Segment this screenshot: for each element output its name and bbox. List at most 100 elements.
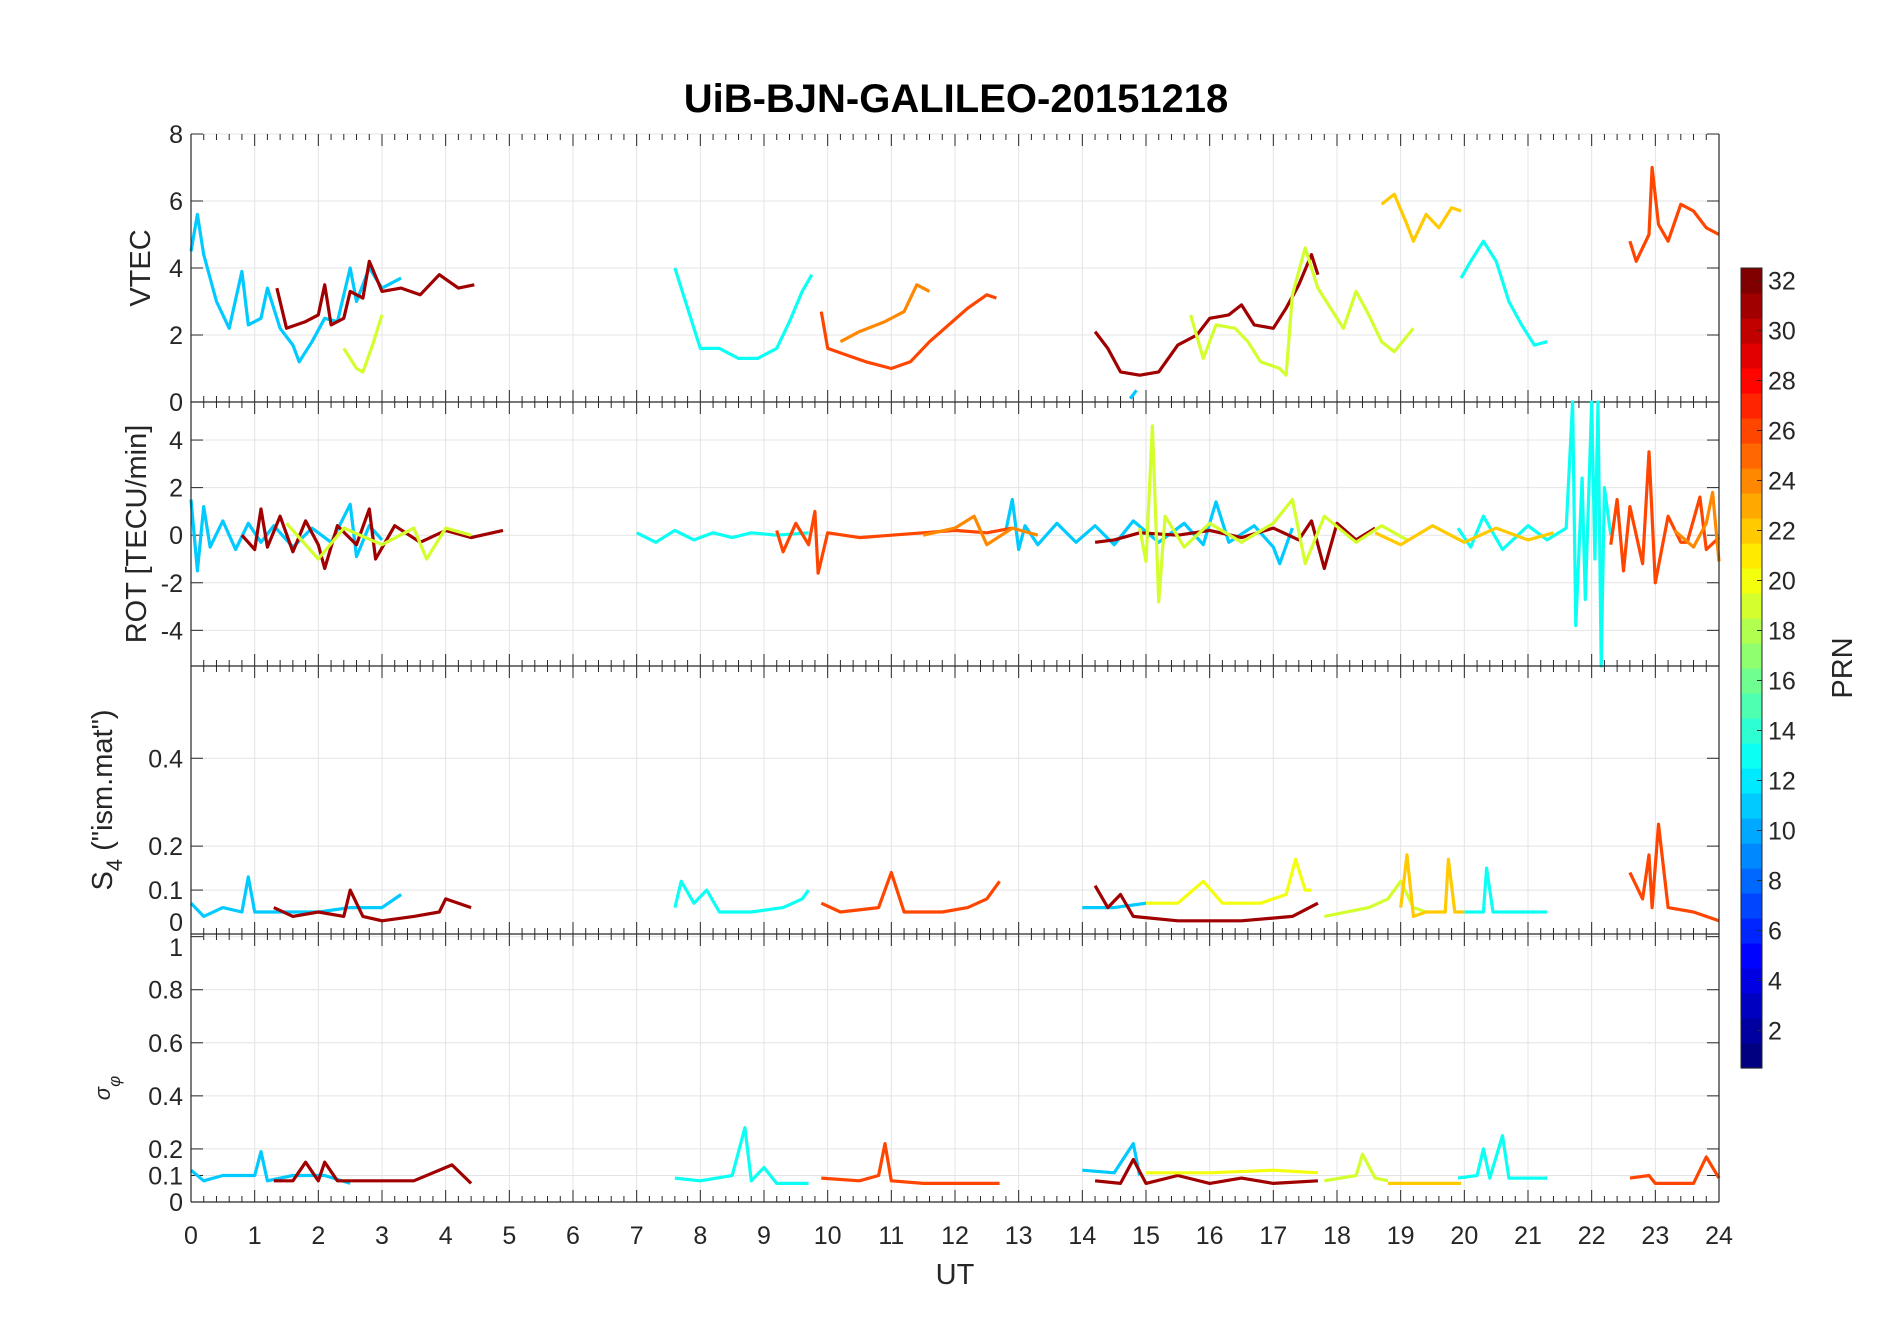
y-tick-label: 0.2 [148,1136,183,1164]
y-tick-label: 0 [169,909,183,937]
prn-13-rot-line [635,528,809,544]
y-label-subscript: 4 [102,859,127,871]
x-axis-label: UT [936,1259,975,1291]
colorbar-swatch [1741,393,1762,419]
x-tick-label: 0 [184,1222,198,1250]
colorbar-swatch [1741,343,1762,369]
prn-11-vtec-line [1128,389,1138,400]
prn-24-rot-line [1673,490,1721,562]
x-tick-label: 18 [1323,1222,1351,1250]
x-tick-label: 5 [502,1222,516,1250]
x-tick-label: 19 [1387,1222,1415,1250]
colorbar-tick-label: 28 [1768,368,1796,396]
prn-11-s4-line [189,875,403,919]
x-tick-label: 16 [1196,1222,1224,1250]
colorbar-tick-label: 16 [1768,668,1796,696]
colorbar-tick-label: 22 [1768,518,1796,546]
colorbar-swatch [1741,993,1762,1019]
panel-rot: -4 -2 0 2 4 ROT [TECU/min] [121,400,1721,668]
prn-31-s4-line [1093,884,1319,923]
colorbar-swatch [1741,868,1762,894]
colorbar-swatch [1741,668,1762,694]
prn-24-rot-line [922,514,1039,547]
prn-26-s4-line [1628,822,1720,923]
prn-19-s4-line [1323,879,1427,918]
colorbar-swatch [1741,918,1762,944]
prn-26-vtec-line [1628,165,1720,263]
prn-26-rot-line [775,509,1013,575]
colorbar-swatch [1741,893,1762,919]
colorbar-tick-label: 30 [1768,318,1796,346]
colorbar-swatch [1741,693,1762,719]
prn-22-rot-line [1374,524,1554,547]
prn-31-rot-line [240,507,504,571]
prn-26-s4-line [820,870,1001,914]
prn-20-s4-line [1146,857,1312,905]
series-group [189,1126,1721,1186]
colorbar-frame [1740,267,1763,1069]
colorbar-swatch [1741,968,1762,994]
colorbar-label: PRN [1827,637,1859,698]
colorbar-swatch [1741,718,1762,744]
colorbar-swatch [1741,768,1762,794]
colorbar-swatch [1741,293,1762,319]
y-tick-label: 0.4 [148,1083,183,1111]
prn-13-vtec-line [673,267,814,360]
colorbar-swatch [1741,618,1762,644]
y-tick-label: 1 [169,934,183,962]
y-tick-label: 0.1 [148,1162,183,1190]
prn-20-sigma-line [1146,1168,1318,1175]
prn-19-sigma-line [1324,1152,1389,1183]
prn-22-s4-line [1399,853,1465,919]
y-tick-label: 4 [169,427,183,455]
colorbar-tick-label: 2 [1768,1018,1782,1046]
prn-13-vtec-line [1459,239,1548,347]
y-tick-label: -4 [161,617,183,645]
x-tick-label: 14 [1068,1222,1096,1250]
colorbar-swatch [1741,443,1762,469]
x-tick-label: 7 [630,1222,644,1250]
y-tick-label: 6 [169,188,183,216]
series-group [189,400,1721,668]
colorbar-swatch [1741,743,1762,769]
colorbar-swatch [1741,468,1762,494]
y-tick-label: 0.2 [148,833,183,861]
colorbar-swatch [1741,1018,1762,1044]
colorbar-swatch [1741,368,1762,394]
prn-31-vtec-line [275,259,475,330]
prn-13-rot-line [1456,400,1613,668]
x-tick-label: 15 [1132,1222,1160,1250]
series-group [189,165,1720,400]
y-label-main: S [87,871,119,890]
y-label-rest: ("ism.mat") [87,709,119,858]
y-label-main: σ [90,1086,115,1100]
colorbar-tick-label: 8 [1768,868,1782,896]
prn-13-s4-line [1464,866,1548,914]
colorbar-swatch [1741,793,1762,819]
prn-22-vtec-line [1380,192,1462,243]
x-tick-label: 12 [941,1222,969,1250]
colorbar-tick-label: 26 [1768,418,1796,446]
colorbar-tick-label: 14 [1768,718,1796,746]
prn-11-vtec-line [189,212,402,364]
y-tick-label: 4 [169,255,183,283]
prn-26-rot-line [1609,450,1721,585]
chart-title: UiB-BJN-GALILEO-20151218 [684,77,1229,121]
x-tick-label: 4 [439,1222,453,1250]
prn-24-vtec-line [839,283,931,344]
x-tick-label: 3 [375,1222,389,1250]
prn-19-rot-line [1138,424,1408,604]
y-tick-label: -2 [161,570,183,598]
y-axis-label: VTEC [125,229,157,306]
prn-31-sigma-line [1094,1157,1318,1186]
colorbar-swatch [1741,943,1762,969]
x-tick-label: 1 [248,1222,262,1250]
y-tick-label: 0.4 [148,745,183,773]
colorbar-tick-label: 18 [1768,618,1796,646]
prn-19-rot-line [285,522,472,561]
x-tick-label: 20 [1450,1222,1478,1250]
colorbar-swatch [1741,268,1762,294]
y-axis-label: σφ [90,1076,124,1100]
x-tick-label: 6 [566,1222,580,1250]
